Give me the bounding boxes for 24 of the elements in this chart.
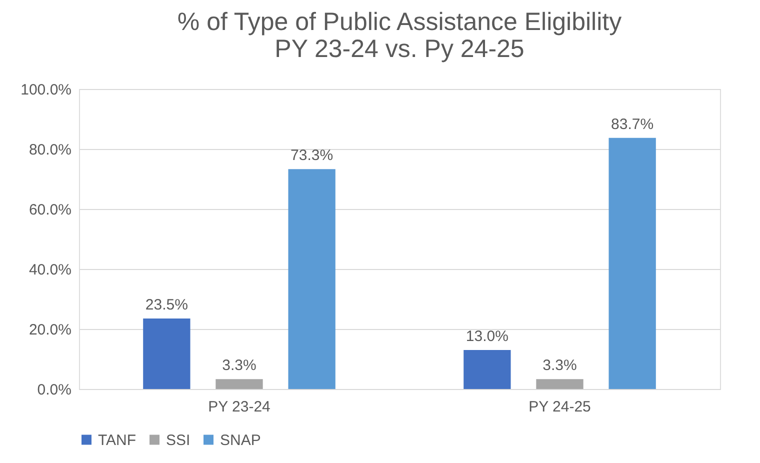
y-tick-label: 20.0% [28, 322, 72, 338]
bar [536, 379, 584, 389]
y-tick-label: 0.0% [37, 382, 72, 398]
y-tick-label: 80.0% [28, 142, 72, 158]
legend-label: TANF [98, 432, 136, 449]
y-tick-label: 40.0% [28, 262, 72, 278]
data-label: 83.7% [611, 116, 654, 133]
data-label: 3.3% [542, 357, 577, 374]
data-label: 73.3% [290, 147, 334, 164]
data-label: 23.5% [145, 296, 188, 314]
bar [216, 379, 263, 389]
bar [608, 138, 656, 389]
y-tick-label: 100.0% [20, 82, 72, 98]
bar [464, 350, 511, 389]
y-tick-label: 60.0% [28, 202, 72, 218]
legend-label: SNAP [220, 432, 261, 449]
x-tick-label: PY 24-25 [528, 398, 591, 416]
data-label: 13.0% [466, 328, 508, 345]
chart-title: % of Type of Public Assistance Eligibility PY 23-24 vs. Py 24-25 [177, 8, 622, 63]
x-tick-label: PY 23-24 [208, 398, 270, 416]
data-label: 3.3% [222, 357, 256, 374]
legend-label: SSI [166, 432, 190, 449]
bar [143, 318, 190, 389]
bar [288, 169, 336, 389]
